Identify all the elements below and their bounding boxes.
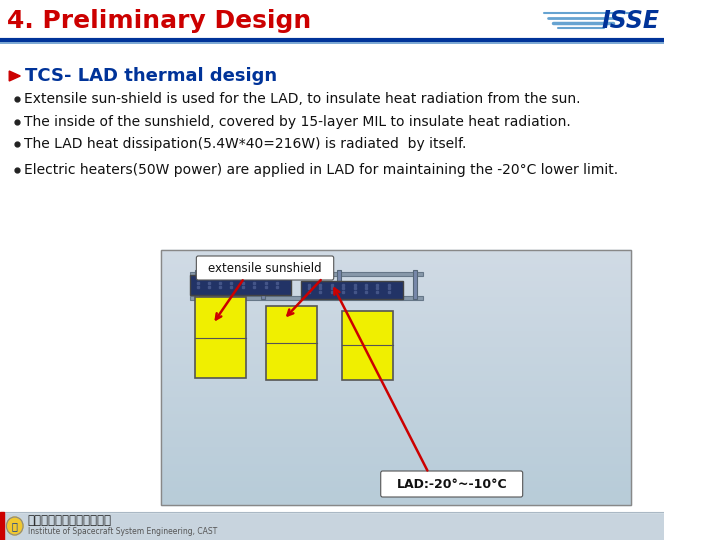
Bar [0, 40, 664, 512]
Polygon shape [190, 272, 423, 276]
Text: Ⓐ: Ⓐ [12, 521, 18, 531]
FancyBboxPatch shape [197, 256, 333, 280]
Polygon shape [266, 306, 317, 380]
Text: The LAD heat dissipation(5.4W*40=216W) is radiated  by itself.: The LAD heat dissipation(5.4W*40=216W) i… [24, 137, 467, 151]
Bar [161, 250, 631, 505]
Text: 4. Preliminary Design: 4. Preliminary Design [7, 9, 312, 33]
Polygon shape [342, 310, 392, 380]
Text: extensile sunshield: extensile sunshield [208, 261, 322, 274]
Text: TCS- LAD thermal design: TCS- LAD thermal design [25, 67, 277, 85]
Bar [0, 512, 4, 540]
FancyBboxPatch shape [381, 471, 523, 497]
Text: LAD:-20°~-10°C: LAD:-20°~-10°C [397, 477, 507, 490]
Text: 中国空间技术研究院总体部: 中国空间技术研究院总体部 [27, 514, 112, 526]
Polygon shape [261, 270, 265, 299]
Polygon shape [190, 296, 423, 300]
Text: Electric heaters(50W power) are applied in LAD for maintaining the -20°C lower l: Electric heaters(50W power) are applied … [24, 163, 618, 177]
Polygon shape [337, 270, 341, 299]
Polygon shape [195, 270, 199, 299]
Polygon shape [302, 281, 403, 299]
Bar [0, 0, 664, 40]
Text: Institute of Spacecraft System Engineering, CAST: Institute of Spacecraft System Engineeri… [27, 528, 217, 537]
Polygon shape [190, 274, 292, 295]
Bar [161, 250, 631, 505]
Circle shape [6, 517, 23, 535]
Text: ISSE: ISSE [601, 9, 659, 33]
Text: The inside of the sunshield, covered by 15-layer MIL to insulate heat radiation.: The inside of the sunshield, covered by … [24, 115, 571, 129]
Polygon shape [195, 297, 246, 378]
Polygon shape [9, 71, 20, 81]
Bar [0, 512, 664, 540]
Text: Extensile sun-shield is used for the LAD, to insulate heat radiation from the su: Extensile sun-shield is used for the LAD… [24, 92, 580, 106]
Polygon shape [413, 270, 417, 299]
